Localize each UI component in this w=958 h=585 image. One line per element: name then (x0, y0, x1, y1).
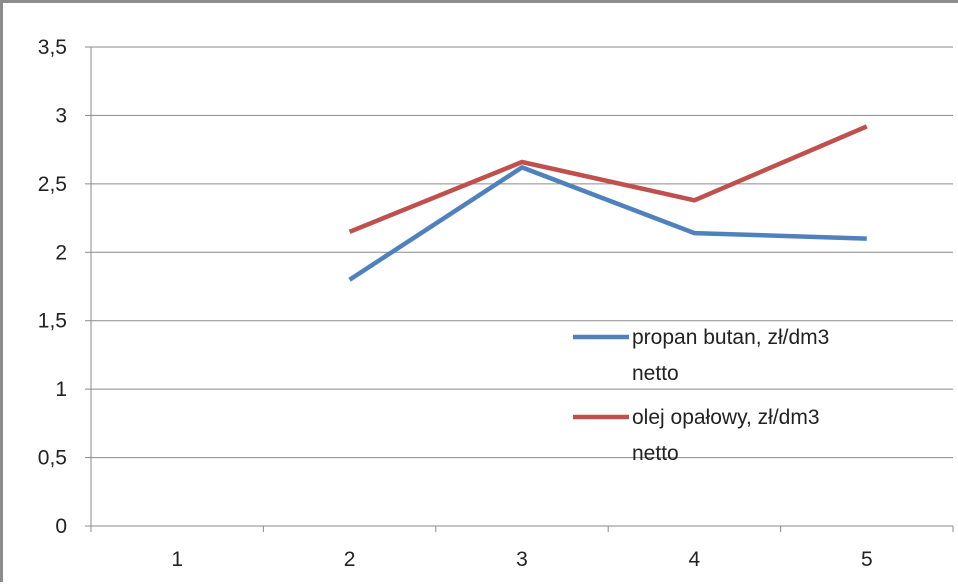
series-line-2 (348, 124, 868, 234)
axes (90, 47, 953, 527)
y-tick-label: 2 (55, 241, 67, 264)
legend-label-2-line-1: olej opałowy, zł/dm3 (632, 406, 820, 429)
legend-label-2-line-2: netto (632, 442, 679, 465)
y-tick-label: 0 (55, 515, 67, 538)
y-tick-label: 2,5 (38, 173, 67, 196)
y-tick-label: 0,5 (38, 447, 67, 470)
legend: propan butan, zł/dm3 netto olej opałowy, z… (573, 326, 829, 465)
y-tick-label: 1 (55, 378, 67, 401)
y-tick-label: 3 (55, 104, 67, 127)
legend-label-1-line-1: propan butan, zł/dm3 (632, 326, 829, 349)
y-tick-label: 1,5 (38, 310, 67, 333)
line-chart: 0 0,5 1 1,5 2 2,5 3 3,5 1 2 3 4 5 propan butan, zł/… (38, 36, 954, 571)
gridlines (91, 46, 953, 459)
x-tick-label: 4 (689, 548, 701, 571)
y-tick-label: 3,5 (38, 36, 67, 59)
x-tick-label: 1 (171, 548, 183, 571)
x-tick-label: 2 (344, 548, 356, 571)
legend-label-1-line-2: netto (632, 362, 679, 385)
series-lines (348, 124, 868, 282)
series-line-1 (348, 165, 867, 282)
y-axis-ticks: 0 0,5 1 1,5 2 2,5 3 3,5 (38, 36, 91, 538)
x-axis-ticks: 1 2 3 4 5 (90, 526, 954, 571)
x-tick-label: 5 (861, 548, 873, 571)
x-tick-label: 3 (516, 548, 528, 571)
